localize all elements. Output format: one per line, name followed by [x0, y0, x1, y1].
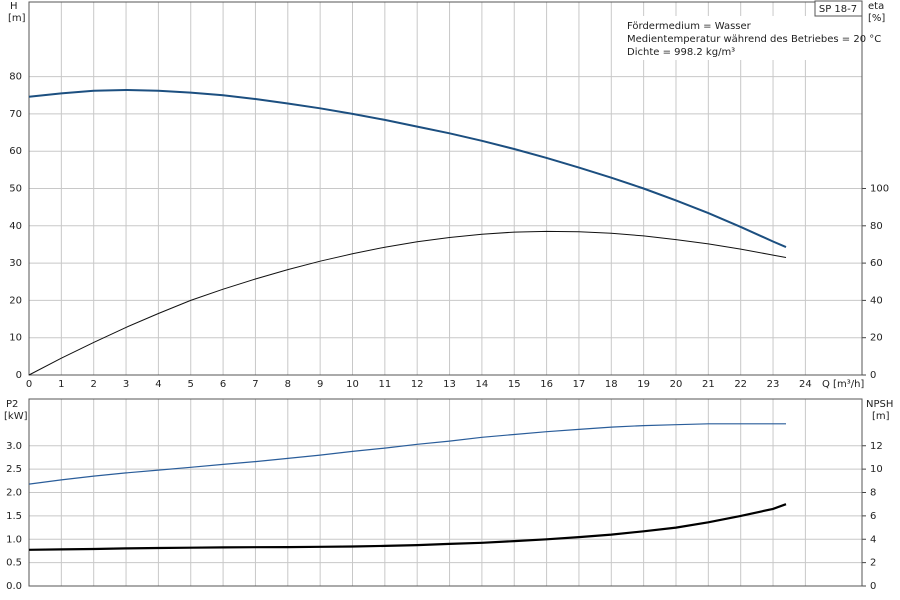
- x-tick-label: 1: [58, 379, 64, 390]
- plot-frame: [28, 398, 863, 587]
- y2-unit: [m]: [872, 411, 890, 422]
- annotation: Fördermedium = Wasser: [627, 21, 752, 32]
- y-tick-label: 2.5: [6, 464, 22, 475]
- y2-label: NPSH: [866, 399, 893, 410]
- y2-tick-label: 0: [870, 581, 876, 592]
- x-tick-label: 4: [155, 379, 161, 390]
- y2-tick-label: 8: [870, 488, 876, 499]
- y-label: P2: [6, 399, 18, 410]
- x-tick-label: 11: [378, 379, 391, 390]
- y-tick-label: 30: [9, 258, 22, 269]
- y-unit: [kW]: [4, 411, 28, 422]
- y-tick-label: 80: [9, 72, 22, 83]
- x-tick-label: 12: [411, 379, 424, 390]
- x-tick-label: 7: [252, 379, 258, 390]
- y2-tick-label: 10: [870, 464, 883, 475]
- y-tick-label: 70: [9, 109, 22, 120]
- annotation-box: [614, 16, 860, 60]
- series-line: [28, 230, 787, 376]
- x-tick-label: 14: [476, 379, 489, 390]
- y-unit: [m]: [8, 13, 26, 24]
- y-tick-label: 20: [9, 295, 22, 306]
- y-tick-label: 1.5: [6, 511, 22, 522]
- x-tick-label: 21: [702, 379, 715, 390]
- y2-unit: [%]: [868, 13, 885, 24]
- x-tick-label: 2: [91, 379, 97, 390]
- y2-tick-label: 6: [870, 511, 876, 522]
- y-tick-label: 0.0: [6, 581, 22, 592]
- x-tick-label: 9: [317, 379, 323, 390]
- y2-label: eta: [868, 1, 884, 12]
- x-tick-label: 3: [123, 379, 129, 390]
- x-tick-label: 5: [188, 379, 194, 390]
- chart-title: SP 18-7: [819, 4, 857, 15]
- y-tick-label: 50: [9, 184, 22, 195]
- x-tick-label: 16: [540, 379, 553, 390]
- x-tick-label: 24: [799, 379, 812, 390]
- y-tick-label: 60: [9, 146, 22, 157]
- x-tick-label: 19: [637, 379, 650, 390]
- y2-tick-label: 12: [870, 441, 883, 452]
- x-tick-label: 0: [26, 379, 32, 390]
- y2-tick-label: 100: [870, 184, 889, 195]
- x-tick-label: 17: [573, 379, 586, 390]
- x-tick-label: 10: [346, 379, 359, 390]
- x-tick-label: 20: [670, 379, 683, 390]
- y2-tick-label: 20: [870, 333, 883, 344]
- x-tick-label: 23: [767, 379, 780, 390]
- y-tick-label: 10: [9, 333, 22, 344]
- y-label: H: [10, 1, 18, 12]
- y-tick-label: 2.0: [6, 488, 22, 499]
- y-tick-label: 0.5: [6, 558, 22, 569]
- x-tick-label: 18: [605, 379, 618, 390]
- x-tick-label: 22: [734, 379, 747, 390]
- title-box: [814, 0, 863, 17]
- y2-tick-label: 40: [870, 295, 883, 306]
- annotation: Medientemperatur während des Betriebes =…: [627, 34, 881, 45]
- y2-tick-label: 60: [870, 258, 883, 269]
- y2-tick-label: 0: [870, 370, 876, 381]
- plot-frame: [28, 1, 863, 376]
- x-label: Q [m³/h]: [822, 379, 864, 390]
- series-line: [28, 503, 787, 551]
- y-tick-label: 1.0: [6, 534, 22, 545]
- series-line: [28, 423, 786, 485]
- x-tick-label: 8: [285, 379, 291, 390]
- series-line: [28, 88, 787, 249]
- x-tick-label: 13: [443, 379, 456, 390]
- y2-tick-label: 80: [870, 221, 883, 232]
- x-tick-label: 6: [220, 379, 226, 390]
- y-tick-label: 3.0: [6, 441, 22, 452]
- y-tick-label: 0: [16, 370, 22, 381]
- x-tick-label: 15: [508, 379, 521, 390]
- annotation: Dichte = 998.2 kg/m³: [627, 47, 735, 58]
- y-tick-label: 40: [9, 221, 22, 232]
- y2-tick-label: 4: [870, 534, 876, 545]
- y2-tick-label: 2: [870, 558, 876, 569]
